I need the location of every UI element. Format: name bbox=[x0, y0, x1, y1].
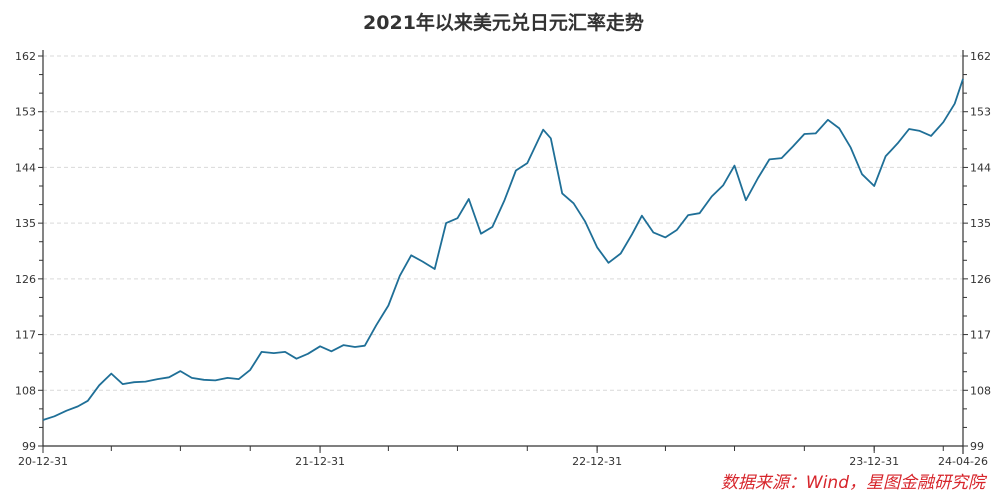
x-tick-label: 20-12-31 bbox=[18, 455, 68, 468]
y-tick-label-right: 135 bbox=[970, 217, 991, 230]
chart-title: 2021年以来美元兑日元汇率走势 bbox=[363, 12, 644, 34]
x-tick-label: 22-12-31 bbox=[572, 455, 622, 468]
usd-jpy-line bbox=[42, 78, 964, 421]
y-tick-label-right: 126 bbox=[970, 273, 991, 286]
y-tick-label-right: 162 bbox=[970, 50, 991, 63]
y-tick-label-left: 117 bbox=[15, 329, 36, 342]
y-tick-label-right: 144 bbox=[970, 161, 991, 174]
x-tick-label: 24-04-26 bbox=[938, 455, 988, 468]
source-note: 数据来源：Wind，星图金融研究院 bbox=[720, 473, 985, 493]
x-tick-label: 21-12-31 bbox=[295, 455, 345, 468]
y-tick-label-right: 117 bbox=[970, 329, 991, 342]
y-tick-label-left: 144 bbox=[15, 161, 36, 174]
y-tick-label-left: 153 bbox=[15, 106, 36, 119]
y-tick-label-left: 135 bbox=[15, 217, 36, 230]
x-tick-label: 23-12-31 bbox=[849, 455, 899, 468]
y-tick-label-right: 153 bbox=[970, 106, 991, 119]
y-tick-label-left: 126 bbox=[15, 273, 36, 286]
gridlines bbox=[43, 55, 963, 391]
y-tick-label-right: 99 bbox=[970, 440, 984, 453]
y-tick-label-left: 162 bbox=[15, 50, 36, 63]
y-tick-label-left: 108 bbox=[15, 384, 36, 397]
y-tick-label-left: 99 bbox=[22, 440, 36, 453]
axes: 99 99 108 108 117 117 126 126 135 135 144 144 153 153… bbox=[15, 50, 991, 468]
y-tick-label-right: 108 bbox=[970, 384, 991, 397]
